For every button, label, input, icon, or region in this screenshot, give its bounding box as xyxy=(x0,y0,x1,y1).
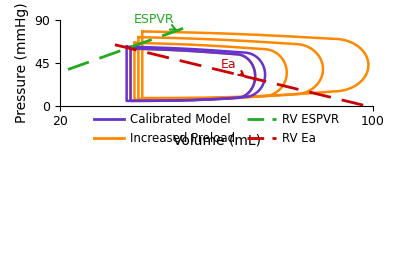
X-axis label: Volume (mL): Volume (mL) xyxy=(173,134,261,148)
Legend: Calibrated Model, Increased Preload, RV ESPVR, RV Ea: Calibrated Model, Increased Preload, RV … xyxy=(90,108,344,149)
Text: Ea: Ea xyxy=(220,57,244,76)
Y-axis label: Pressure (mmHg): Pressure (mmHg) xyxy=(15,2,29,123)
Text: ESPVR: ESPVR xyxy=(134,13,176,30)
